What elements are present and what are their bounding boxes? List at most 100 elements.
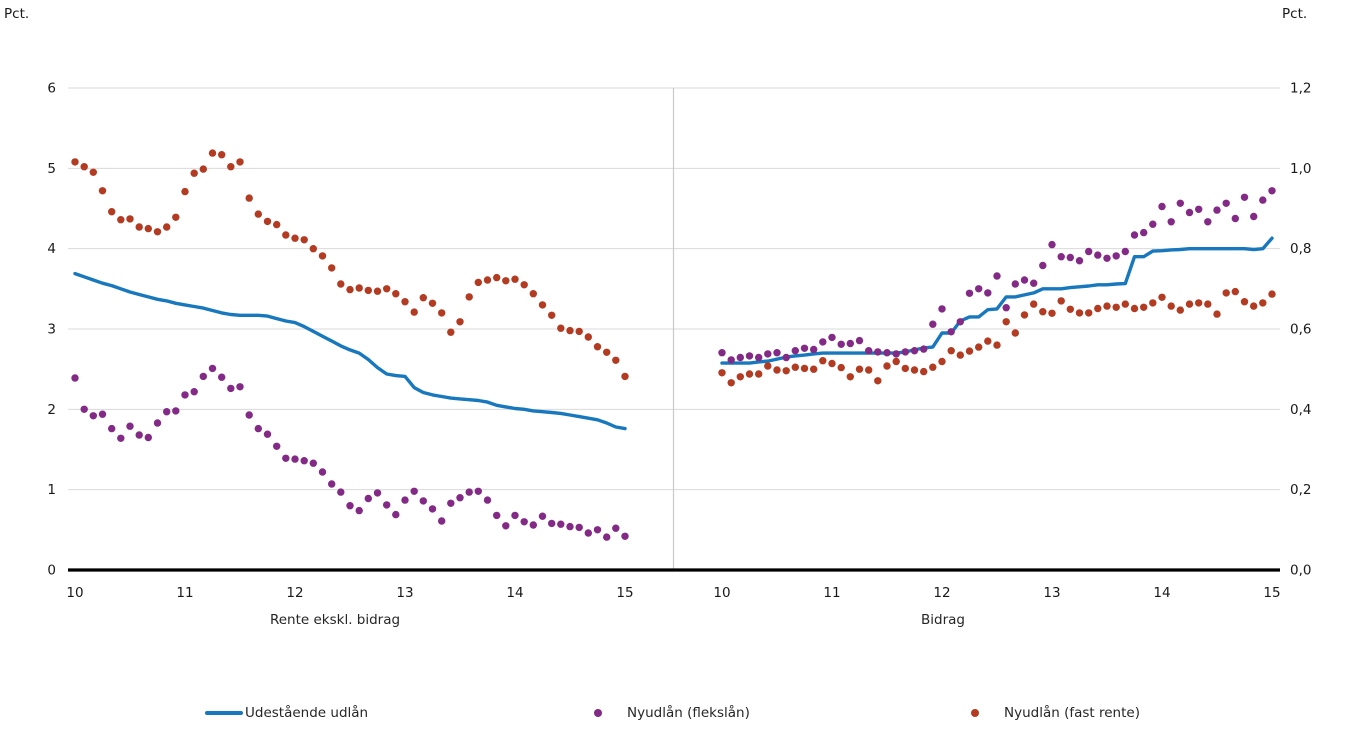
data-point: [172, 407, 180, 415]
data-point: [236, 158, 244, 166]
data-point: [401, 496, 409, 504]
data-point: [254, 424, 262, 433]
data-point: [529, 290, 537, 298]
data-point: [493, 273, 501, 282]
data-point: [153, 228, 162, 236]
data-point: [1002, 304, 1010, 312]
data-point: [538, 301, 547, 309]
data-point: [1039, 261, 1047, 270]
series-line: [73, 271, 627, 431]
data-point: [328, 264, 336, 272]
data-point: [208, 364, 217, 373]
series-line: [720, 236, 1274, 365]
data-point: [337, 488, 345, 496]
data-point: [80, 163, 88, 171]
data-point: [984, 289, 992, 297]
data-point: [144, 224, 152, 233]
data-point: [828, 359, 836, 368]
x-tick-label: 14: [1153, 585, 1170, 601]
y-tick-label: 3: [47, 322, 56, 338]
data-point: [947, 328, 955, 336]
data-point: [108, 424, 116, 433]
data-point: [438, 309, 446, 317]
data-point: [364, 286, 372, 295]
data-point: [1085, 247, 1093, 256]
y-tick-label: 0,0: [1290, 563, 1311, 579]
data-point: [764, 362, 772, 370]
data-point: [309, 459, 317, 467]
data-point: [910, 366, 919, 374]
data-point: [1121, 247, 1130, 256]
data-point: [593, 343, 602, 351]
data-point: [135, 431, 143, 439]
data-point: [1185, 208, 1194, 217]
data-point: [428, 299, 437, 307]
data-point: [810, 365, 818, 373]
data-point: [383, 501, 391, 509]
data-point: [828, 333, 836, 342]
data-point: [383, 285, 391, 293]
data-point: [621, 532, 629, 540]
data-point: [1039, 308, 1047, 316]
data-point: [163, 223, 171, 231]
data-point: [1030, 279, 1038, 287]
data-point: [764, 350, 772, 358]
data-point: [800, 364, 809, 373]
data-point: [392, 290, 400, 298]
data-point: [810, 345, 818, 354]
x-tick-label: 10: [713, 585, 730, 601]
data-point: [438, 517, 446, 525]
data-point: [837, 340, 845, 348]
data-point: [892, 357, 900, 366]
data-point: [1259, 299, 1267, 307]
data-point: [144, 433, 152, 442]
data-point: [566, 326, 574, 335]
data-point: [975, 343, 983, 351]
y-tick-label: 0,4: [1290, 402, 1311, 418]
y-tick-label: 0,2: [1290, 482, 1311, 498]
data-point: [163, 408, 171, 416]
x-tick-label: 11: [176, 585, 193, 601]
data-point: [135, 223, 143, 231]
data-point: [538, 512, 547, 520]
data-point: [447, 328, 455, 336]
data-point: [1075, 309, 1084, 317]
data-point: [603, 533, 611, 541]
data-point: [993, 272, 1001, 280]
data-point: [291, 455, 299, 463]
y-tick-label: 0: [47, 563, 56, 579]
data-point: [1176, 306, 1185, 314]
data-point: [1158, 293, 1166, 301]
data-point: [1149, 220, 1157, 228]
data-point: [493, 511, 501, 520]
data-point: [782, 367, 790, 375]
data-point: [392, 510, 400, 519]
data-point: [218, 151, 226, 159]
data-point: [364, 494, 372, 503]
data-point: [1057, 253, 1065, 261]
legend-label: Nyudlån (flekslån): [627, 705, 750, 721]
data-point: [80, 405, 88, 413]
data-point: [975, 285, 983, 293]
data-point: [755, 353, 763, 362]
data-point: [511, 275, 519, 283]
legend-label: Udestående udlån: [245, 705, 369, 721]
data-point: [865, 347, 873, 355]
data-point: [181, 391, 189, 399]
data-point: [1167, 218, 1175, 226]
data-point: [218, 373, 226, 381]
data-point: [874, 377, 882, 385]
data-point: [727, 379, 735, 387]
data-point: [892, 350, 900, 358]
data-point: [309, 245, 317, 253]
data-point: [117, 434, 125, 442]
data-point: [428, 505, 437, 513]
data-point: [520, 518, 528, 526]
data-point: [483, 276, 492, 284]
data-point: [956, 351, 964, 359]
data-point: [1112, 252, 1120, 260]
data-point: [1066, 305, 1075, 313]
data-point: [181, 187, 189, 196]
